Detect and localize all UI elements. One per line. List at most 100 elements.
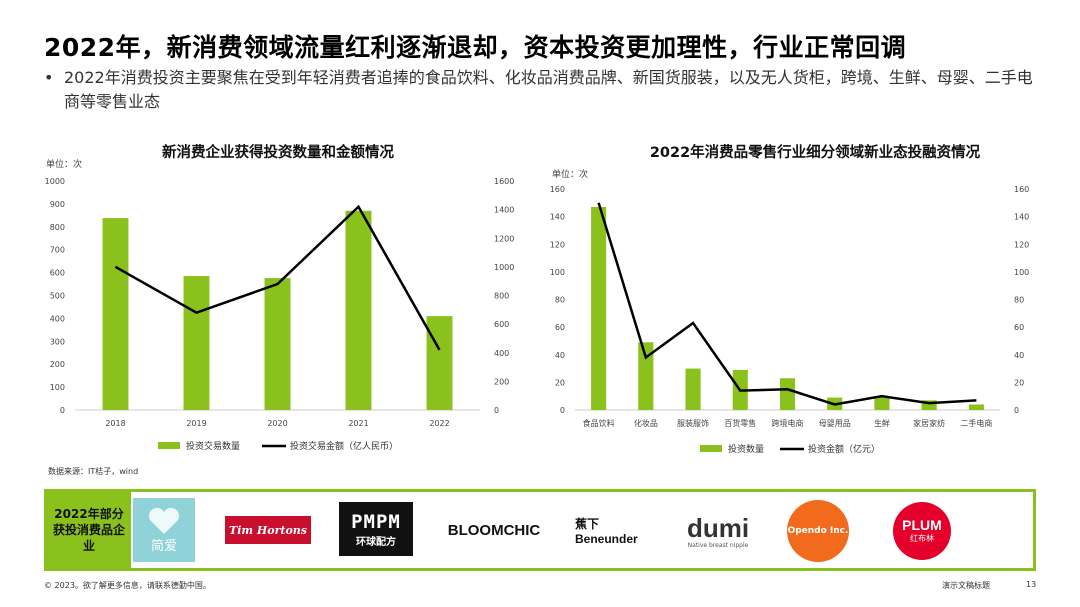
series-line — [597, 202, 977, 406]
unit-label: 单位：次 — [46, 158, 82, 170]
x-tick-label: 食品饮料 — [583, 418, 615, 428]
y-left-tick-label: 700 — [50, 246, 65, 255]
y-right-tick-label: 120 — [1014, 240, 1029, 249]
logo-pmpm-subtext: 环球配方 — [356, 536, 396, 548]
y-right-tick-label: 200 — [494, 377, 509, 386]
bar — [685, 368, 701, 410]
bullet-text: 2022年消费投资主要聚焦在受到年轻消费者追捧的食品饮料、化妆品消费品牌、新国货… — [64, 68, 1033, 111]
y-right-tick-label: 0 — [494, 406, 499, 415]
y-right-tick-label: 160 — [1014, 185, 1029, 194]
y-left-tick-label: 160 — [550, 185, 565, 194]
y-left-tick-label: 140 — [550, 213, 565, 222]
y-left-tick-label: 60 — [555, 323, 565, 332]
logo-beneunder: 蕉下 Beneunder — [575, 510, 651, 550]
logo-plum-subtext: 红布林 — [910, 534, 934, 543]
bar — [921, 400, 937, 410]
x-tick-label: 服装服饰 — [677, 418, 709, 428]
footer-deck-title: 演示文稿标题 — [942, 581, 990, 590]
legend-bar-swatch — [700, 445, 722, 452]
bar — [779, 378, 796, 410]
x-tick-label: 跨境电商 — [772, 418, 804, 428]
logo-dumi-text: dumi — [686, 512, 750, 543]
bar — [264, 278, 291, 410]
logo-dumi: dumi Native breast nipple — [673, 506, 763, 556]
legend-bar-label: 投资数量 — [728, 443, 764, 455]
y-left-tick-label: 800 — [50, 223, 65, 232]
y-right-tick-label: 1400 — [494, 206, 514, 215]
y-right-tick-label: 1600 — [494, 177, 514, 186]
y-right-tick-label: 140 — [1014, 213, 1029, 222]
heart-icon — [148, 507, 180, 534]
bar — [426, 316, 453, 410]
y-left-tick-label: 100 — [50, 383, 65, 392]
logo-bloomchic-text: BLOOMCHIC — [447, 521, 541, 539]
y-left-tick-label: 120 — [550, 240, 565, 249]
y-right-tick-label: 60 — [1014, 323, 1024, 332]
y-left-tick-label: 1000 — [45, 177, 65, 186]
bar — [591, 206, 607, 410]
logo-bloomchic: BLOOMCHIC — [439, 516, 549, 544]
logo-dumi-subtext: Native breast nipple — [687, 541, 749, 549]
chart-title: 2022年消费品零售行业细分领域新业态投融资情况 — [650, 143, 981, 161]
logo-tim-hortons: Tim Hortons — [225, 516, 311, 544]
legend-bar-swatch — [158, 442, 180, 449]
logo-band: 2022年部分获投消费品企业 简爱 Tim Hortons PMPM 环球配方 … — [44, 489, 1036, 571]
logo-plum-text: PLUM — [902, 517, 942, 533]
y-left-tick-label: 400 — [50, 314, 65, 323]
logo-opendo: Opendo Inc. — [787, 500, 849, 562]
y-right-tick-label: 100 — [1014, 268, 1029, 277]
y-right-tick-label: 600 — [494, 320, 509, 329]
logo-opendo-text: Opendo Inc. — [787, 526, 849, 536]
logo-beneunder-text: 蕉下 — [575, 516, 600, 531]
logo-jianai-text: 简爱 — [150, 538, 177, 554]
x-tick-label: 化妆品 — [634, 418, 658, 428]
y-left-tick-label: 0 — [560, 406, 565, 415]
y-left-tick-label: 200 — [50, 360, 65, 369]
series-line — [114, 204, 441, 351]
page-number: 13 — [1026, 580, 1037, 589]
data-source: 数据来源：IT桔子，wind — [48, 467, 139, 476]
bullet-dot: • — [44, 68, 54, 87]
bar — [874, 396, 890, 410]
logo-pmpm: PMPM 环球配方 — [339, 502, 413, 556]
bar — [183, 276, 210, 410]
page-title: 2022年，新消费领域流量红利逐渐退却，资本投资更加理性，行业正常回调 — [44, 33, 907, 62]
logo-jianai: 简爱 — [133, 498, 195, 562]
logo-tim-hortons-text: Tim Hortons — [229, 523, 307, 537]
y-left-tick-label: 300 — [50, 337, 65, 346]
y-left-tick-label: 100 — [550, 268, 565, 277]
logo-beneunder-subtext: Beneunder — [575, 531, 638, 546]
summary-bullet: • 2022年消费投资主要聚焦在受到年轻消费者追捧的食品饮料、化妆品消费品牌、新… — [44, 66, 1044, 114]
y-right-tick-label: 400 — [494, 349, 509, 358]
unit-label: 单位：次 — [552, 168, 588, 180]
bar — [638, 342, 654, 410]
legend-line-label: 投资交易金额（亿人民币） — [290, 440, 398, 452]
x-tick-label: 二手电商 — [960, 418, 992, 428]
y-right-tick-label: 80 — [1014, 296, 1024, 305]
bar — [345, 210, 372, 410]
chart-title: 新消费企业获得投资数量和金额情况 — [162, 143, 394, 161]
x-tick-label: 2018 — [105, 419, 125, 428]
x-tick-label: 生鲜 — [874, 418, 890, 428]
y-left-tick-label: 600 — [50, 269, 65, 278]
y-right-tick-label: 1200 — [494, 234, 514, 243]
x-tick-label: 母婴用品 — [819, 419, 851, 428]
x-tick-label: 家居家纺 — [913, 418, 945, 428]
x-tick-label: 2022 — [429, 419, 449, 428]
y-left-tick-label: 900 — [50, 200, 65, 209]
bar — [968, 404, 984, 410]
y-left-tick-label: 0 — [60, 406, 65, 415]
y-right-tick-label: 800 — [494, 292, 509, 301]
legend-bar-label: 投资交易数量 — [186, 440, 240, 452]
bar — [102, 218, 129, 410]
y-left-tick-label: 20 — [555, 378, 565, 387]
y-left-tick-label: 40 — [555, 351, 565, 360]
y-right-tick-label: 40 — [1014, 351, 1024, 360]
band-label: 2022年部分获投消费品企业 — [47, 492, 131, 568]
y-right-tick-label: 1000 — [494, 263, 514, 272]
legend-line-label: 投资金额（亿元） — [808, 443, 880, 455]
footer-copyright: © 2023。欲了解更多信息，请联系德勤中国。 — [44, 581, 211, 590]
logo-pmpm-text: PMPM — [351, 510, 401, 533]
